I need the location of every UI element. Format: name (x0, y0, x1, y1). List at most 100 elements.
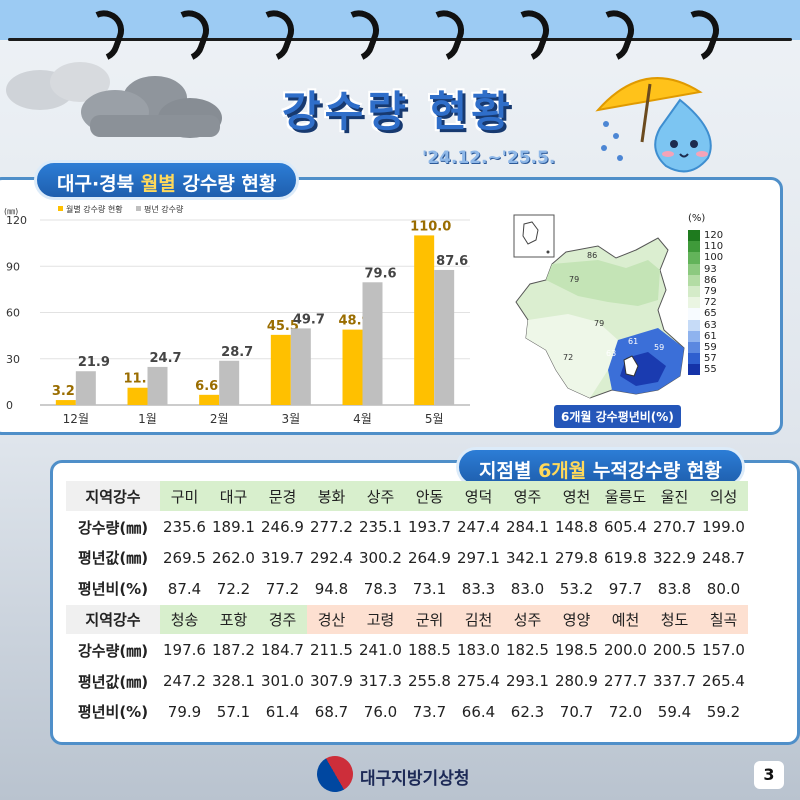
value-cell: 248.7 (699, 542, 748, 574)
value-cell: 148.8 (552, 511, 601, 544)
value-cell: 188.5 (405, 634, 454, 667)
value-cell: 79.9 (160, 696, 209, 728)
value-cell: 184.7 (258, 634, 307, 667)
region-cell: 상주 (356, 481, 405, 513)
scale-swatch (688, 297, 700, 309)
value-cell: 57.1 (209, 696, 258, 728)
value-cell: 83.8 (650, 573, 699, 605)
y-axis-unit: (㎜) (4, 207, 18, 216)
value-cell: 80.0 (699, 573, 748, 605)
value-cell: 189.1 (209, 511, 258, 544)
value-cell: 317.3 (356, 665, 405, 698)
value-cell: 292.4 (307, 542, 356, 574)
scale-label: 65 (704, 308, 717, 320)
region-cell: 청송 (160, 604, 209, 636)
region-cell: 대구 (209, 481, 258, 513)
bar-monthly (342, 329, 363, 405)
value-cell: 199.0 (699, 511, 748, 544)
value-cell: 53.2 (552, 573, 601, 605)
scale-label: 110 (704, 241, 724, 253)
value-cell: 247.2 (160, 665, 209, 698)
region-cell: 영주 (503, 481, 552, 513)
value-cell: 269.5 (160, 542, 209, 574)
region-cell: 고령 (356, 604, 405, 636)
table-row: 평년비(%) 87.4 72.2 77.2 94.8 78.3 73.1 83.3 83.0 53… (66, 573, 748, 605)
scale-swatch (688, 308, 700, 320)
region-cell: 경산 (307, 604, 356, 636)
section-title-text: 누적강수량 현황 (586, 460, 722, 482)
y-tick-label: 60 (6, 307, 20, 320)
value-cell: 307.9 (307, 665, 356, 698)
region-cell: 군위 (405, 604, 454, 636)
data-label-monthly: 3.2 (52, 384, 75, 399)
scale-step: 57 (688, 353, 734, 365)
value-cell: 342.1 (503, 542, 552, 574)
region-cell: 영양 (552, 604, 601, 636)
legend-swatch (136, 206, 141, 211)
x-tick-label: 4월 (353, 412, 372, 426)
value-cell: 183.0 (454, 634, 503, 667)
value-cell: 61.4 (258, 696, 307, 728)
region-cell: 의성 (699, 481, 748, 513)
scale-label: 63 (704, 319, 717, 331)
city-outline (623, 355, 639, 377)
contour-label: 72 (563, 353, 573, 362)
value-cell: 198.5 (552, 634, 601, 667)
scale-label: 55 (704, 364, 717, 376)
bar-monthly (270, 334, 291, 405)
scale-swatch (688, 252, 700, 264)
scale-label: 120 (704, 230, 724, 242)
scale-step: 61 (688, 330, 734, 342)
map-color-scale: 120 110 100 93 86 79 72 65 63 61 59 57 55 (688, 230, 734, 376)
value-cell: 200.0 (601, 634, 650, 667)
legend-swatch (58, 206, 63, 211)
scale-step: 55 (688, 364, 734, 376)
region-72 (526, 314, 618, 398)
value-cell: 59.2 (699, 696, 748, 728)
scale-label: 100 (704, 252, 724, 264)
scale-step: 120 (688, 230, 734, 242)
table-row: 평년값(㎜) 269.5 262.0 319.7 292.4 300.2 264.9 297.… (66, 542, 748, 574)
bar-monthly (127, 387, 148, 405)
bar-monthly (414, 235, 435, 405)
inset-dot (546, 250, 550, 254)
region-cell: 봉화 (307, 481, 356, 513)
station-precip-table: 지역강수 구미 대구 문경 봉화 상주 안동 영덕 영주 영천 울릉도 울진 의성 강수량(㎜) 235.6… (66, 481, 748, 728)
value-cell: 76.0 (356, 696, 405, 728)
value-cell: 279.8 (552, 542, 601, 574)
value-cell: 197.6 (160, 634, 209, 667)
value-cell: 284.1 (503, 511, 552, 544)
x-tick-label: 12월 (63, 412, 89, 426)
data-label-normal: 87.6 (436, 254, 468, 269)
region-cell: 김천 (454, 604, 503, 636)
scale-label: 79 (704, 286, 717, 298)
y-tick-label: 120 (6, 214, 27, 227)
table-row: 강수량(㎜) 235.6 189.1 246.9 277.2 235.1 193.7 247.… (66, 511, 748, 544)
table-row: 평년값(㎜) 247.2 328.1 301.0 307.9 317.3 255.8 275.… (66, 665, 748, 698)
value-cell: 277.2 (307, 511, 356, 544)
scale-unit: (%) (688, 213, 706, 224)
region-cell: 포항 (209, 604, 258, 636)
value-cell: 72.0 (601, 696, 650, 728)
notebook-binding-line (8, 38, 792, 41)
value-cell: 241.0 (356, 634, 405, 667)
value-cell: 247.4 (454, 511, 503, 544)
value-cell: 235.1 (356, 511, 405, 544)
bar-monthly (55, 400, 76, 405)
row-label: 평년값(㎜) (66, 542, 160, 574)
page-title: 강수량 현황 (282, 87, 514, 136)
row-label: 강수량(㎜) (66, 511, 160, 544)
x-tick-label: 1월 (138, 412, 157, 426)
region-cell: 칠곡 (699, 604, 748, 636)
scale-step: 79 (688, 285, 734, 298)
scale-swatch (688, 330, 700, 342)
value-cell: 73.7 (405, 696, 454, 728)
contour-label: 59 (654, 343, 664, 352)
value-cell: 337.7 (650, 665, 699, 698)
section-title-text: 지점별 (479, 460, 539, 482)
legend-label: 월별 강수량 현황 (66, 204, 123, 214)
value-cell: 619.8 (601, 542, 650, 574)
value-cell: 66.4 (454, 696, 503, 728)
region-86 (546, 260, 660, 306)
